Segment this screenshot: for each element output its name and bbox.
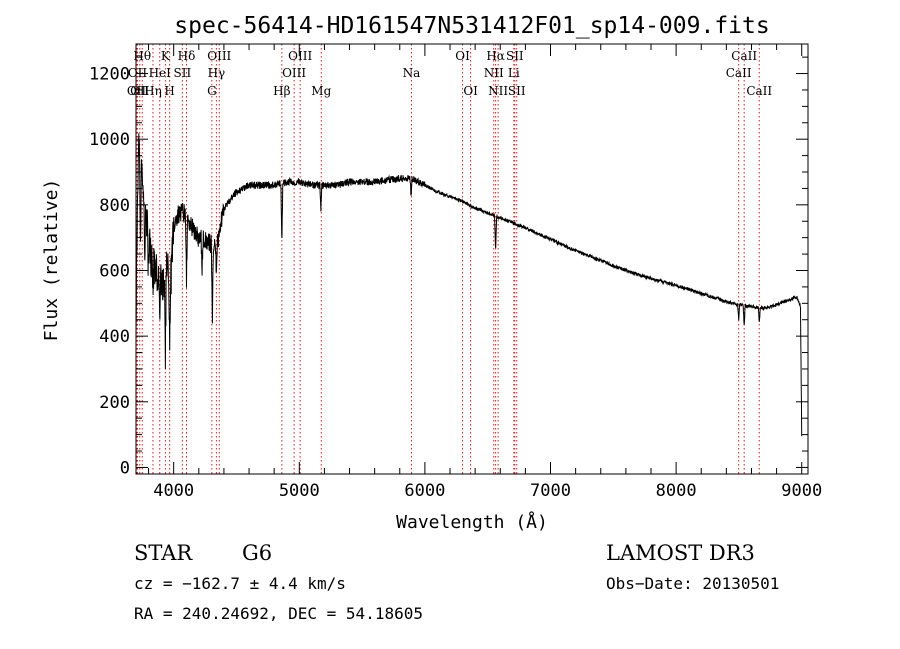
y-tick-label-6: 1200 — [89, 65, 130, 85]
line-label-16: Mg — [311, 84, 331, 98]
line-label-11: Hγ — [208, 66, 226, 80]
x-tick-label-0: 4000 — [153, 481, 194, 501]
line-label-14: OIII — [282, 66, 306, 80]
line-label-21: Hα — [486, 49, 505, 63]
plot-frame — [135, 43, 809, 475]
y-tick-label-4: 800 — [99, 196, 130, 216]
line-label-22: NII — [488, 84, 508, 98]
line-label-6: K — [161, 49, 171, 63]
line-label-8: SII — [173, 66, 191, 80]
coordinates: RA = 240.24692, DEC = 54.18605 — [134, 604, 423, 623]
line-label-18: OI — [455, 49, 470, 63]
x-axis-ticks: 4000 5000 6000 7000 8000 9000 — [148, 44, 822, 501]
x-tick-label-2: 6000 — [404, 481, 445, 501]
y-tick-label-2: 400 — [99, 327, 130, 347]
line-label-3: Hθ — [133, 49, 151, 63]
y-tick-label-5: 1000 — [89, 130, 130, 150]
line-label-0: OII — [127, 84, 147, 98]
redshift-text: cz = −162.7 ± 4.4 km/s — [134, 574, 346, 593]
line-label-4: Hη — [144, 84, 162, 98]
line-label-13: Hβ — [273, 84, 290, 98]
y-axis-ticks: 0 200 400 600 800 1000 1200 — [89, 56, 808, 478]
line-label-12: OIII — [207, 49, 231, 63]
spectral-line-markers — [136, 44, 760, 474]
line-label-24: SII — [506, 49, 524, 63]
line-label-19: OI — [463, 84, 478, 98]
line-label-2: OII — [130, 84, 150, 98]
line-label-5: HeI — [149, 66, 172, 80]
line-label-7: H — [164, 84, 174, 98]
line-label-20: NII — [484, 66, 504, 80]
y-tick-label-3: 600 — [99, 261, 130, 281]
line-label-28: CaII — [746, 84, 772, 98]
x-tick-label-4: 8000 — [656, 481, 697, 501]
line-label-15: OIII — [288, 49, 312, 63]
x-axis-label: Wavelength (Å) — [396, 511, 548, 533]
line-label-26: CaII — [726, 66, 752, 80]
line-label-27: CaII — [731, 49, 757, 63]
spectral-subclass: G6 — [242, 541, 272, 565]
line-label-25: SII — [508, 84, 526, 98]
spectral-line-labels: OIIOIIOIIHθHηHeIKHSIIHδGHγOIIIHβOIIIOIII… — [127, 49, 773, 98]
y-tick-label-1: 200 — [99, 393, 130, 413]
line-label-1: OII — [128, 66, 148, 80]
y-axis-label: Flux (relative) — [41, 179, 62, 342]
line-label-17: Na — [403, 66, 421, 80]
spectrum-line — [135, 133, 803, 437]
survey-name: LAMOST DR3 — [606, 541, 755, 565]
line-label-23: Li — [508, 66, 520, 80]
line-label-9: Hδ — [178, 49, 196, 63]
x-tick-label-1: 5000 — [279, 481, 320, 501]
object-type: STAR — [134, 541, 193, 565]
spectrum-series — [135, 133, 803, 437]
x-tick-label-5: 9000 — [781, 481, 822, 501]
line-label-10: G — [207, 84, 217, 98]
obs-date: Obs−Date: 20130501 — [606, 574, 779, 593]
chart-title: spec-56414-HD161547N531412F01_sp14-009.f… — [174, 13, 769, 39]
y-tick-label-0: 0 — [120, 458, 130, 478]
x-tick-label-3: 7000 — [530, 481, 571, 501]
